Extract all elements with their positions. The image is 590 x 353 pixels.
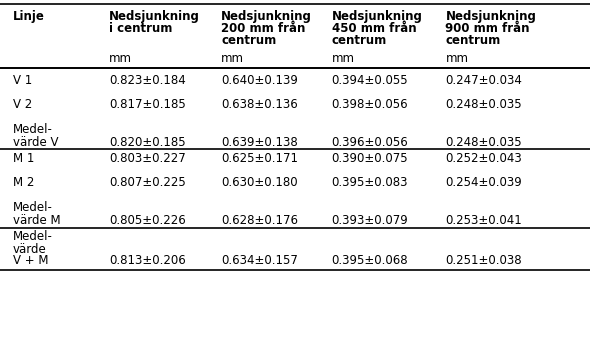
- Text: 0.248±0.035: 0.248±0.035: [445, 98, 522, 111]
- Text: 0.640±0.139: 0.640±0.139: [221, 73, 298, 86]
- Text: 0.254±0.039: 0.254±0.039: [445, 176, 522, 190]
- Text: V + M: V + M: [13, 253, 48, 267]
- Text: 0.807±0.225: 0.807±0.225: [109, 176, 186, 190]
- Text: Nedsjunkning: Nedsjunkning: [332, 10, 422, 23]
- Text: i centrum: i centrum: [109, 22, 172, 35]
- Text: mm: mm: [332, 52, 355, 65]
- Text: 0.823±0.184: 0.823±0.184: [109, 73, 186, 86]
- Text: 0.813±0.206: 0.813±0.206: [109, 253, 186, 267]
- Text: 0.390±0.075: 0.390±0.075: [332, 152, 408, 165]
- Text: värde M: värde M: [13, 214, 61, 227]
- Text: M 1: M 1: [13, 152, 34, 165]
- Text: 900 mm från: 900 mm från: [445, 22, 530, 35]
- Text: 0.625±0.171: 0.625±0.171: [221, 152, 299, 165]
- Text: 0.638±0.136: 0.638±0.136: [221, 98, 298, 111]
- Text: 0.820±0.185: 0.820±0.185: [109, 136, 186, 149]
- Text: 0.630±0.180: 0.630±0.180: [221, 176, 298, 190]
- Text: 0.639±0.138: 0.639±0.138: [221, 136, 298, 149]
- Text: Nedsjunkning: Nedsjunkning: [221, 10, 312, 23]
- Text: 200 mm från: 200 mm från: [221, 22, 306, 35]
- Text: M 2: M 2: [13, 176, 34, 190]
- Text: 0.628±0.176: 0.628±0.176: [221, 214, 299, 227]
- Text: Medel-: Medel-: [13, 230, 53, 243]
- Text: 0.634±0.157: 0.634±0.157: [221, 253, 298, 267]
- Text: 0.805±0.226: 0.805±0.226: [109, 214, 186, 227]
- Text: 0.394±0.055: 0.394±0.055: [332, 73, 408, 86]
- Text: Nedsjunkning: Nedsjunkning: [445, 10, 536, 23]
- Text: 0.253±0.041: 0.253±0.041: [445, 214, 522, 227]
- Text: centrum: centrum: [332, 34, 387, 47]
- Text: 0.817±0.185: 0.817±0.185: [109, 98, 186, 111]
- Text: Linje: Linje: [13, 10, 45, 23]
- Text: 0.393±0.079: 0.393±0.079: [332, 214, 408, 227]
- Text: 450 mm från: 450 mm från: [332, 22, 416, 35]
- Text: 0.395±0.068: 0.395±0.068: [332, 253, 408, 267]
- Text: 0.248±0.035: 0.248±0.035: [445, 136, 522, 149]
- Text: mm: mm: [221, 52, 244, 65]
- Text: 0.252±0.043: 0.252±0.043: [445, 152, 522, 165]
- Text: 0.398±0.056: 0.398±0.056: [332, 98, 408, 111]
- Text: värde: värde: [13, 243, 47, 256]
- Text: Medel-: Medel-: [13, 201, 53, 214]
- Text: värde V: värde V: [13, 136, 58, 149]
- Text: 0.803±0.227: 0.803±0.227: [109, 152, 186, 165]
- Text: V 2: V 2: [13, 98, 32, 111]
- Text: centrum: centrum: [221, 34, 277, 47]
- Text: mm: mm: [109, 52, 132, 65]
- Text: 0.395±0.083: 0.395±0.083: [332, 176, 408, 190]
- Text: 0.251±0.038: 0.251±0.038: [445, 253, 522, 267]
- Text: centrum: centrum: [445, 34, 501, 47]
- Text: mm: mm: [445, 52, 468, 65]
- Text: Medel-: Medel-: [13, 122, 53, 136]
- Text: V 1: V 1: [13, 73, 32, 86]
- Text: 0.247±0.034: 0.247±0.034: [445, 73, 522, 86]
- Text: Nedsjunkning: Nedsjunkning: [109, 10, 200, 23]
- Text: 0.396±0.056: 0.396±0.056: [332, 136, 408, 149]
